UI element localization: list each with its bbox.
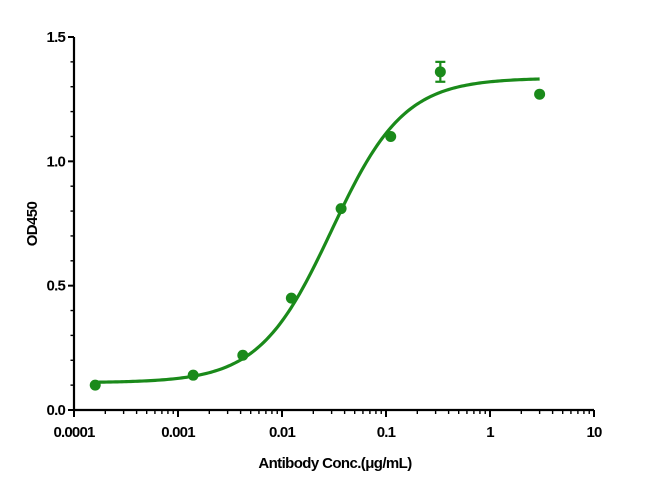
x-axis-title: Antibody Conc.(μg/mL) xyxy=(258,455,412,472)
axes xyxy=(72,37,594,412)
data-point xyxy=(385,130,397,142)
x-tick-label: 0.1 xyxy=(377,424,396,441)
x-tick-label: 0.0001 xyxy=(53,424,95,441)
y-axis-title: OD450 xyxy=(24,201,41,246)
x-tick-label: 0.001 xyxy=(161,424,195,441)
y-tick-label: 1.0 xyxy=(47,153,66,170)
data-point xyxy=(335,203,347,215)
fit-curve xyxy=(95,77,540,384)
ticks: 0.0 0.5 1.0 1.5 0.0001 0.001 0.01 0.1 1 10 xyxy=(47,29,603,441)
plot-area xyxy=(89,60,546,391)
x-tick-label: 10 xyxy=(586,424,602,441)
y-tick-label: 1.5 xyxy=(47,29,66,46)
data-point xyxy=(237,349,249,361)
data-point xyxy=(89,379,101,391)
x-tick-label: 1 xyxy=(486,424,494,441)
y-tick-label: 0.0 xyxy=(47,402,66,419)
x-tick-label: 0.01 xyxy=(269,424,295,441)
y-tick-label: 0.5 xyxy=(47,278,66,295)
data-point xyxy=(187,369,199,381)
data-point xyxy=(434,66,446,78)
data-point xyxy=(534,88,546,100)
data-point xyxy=(285,292,297,304)
